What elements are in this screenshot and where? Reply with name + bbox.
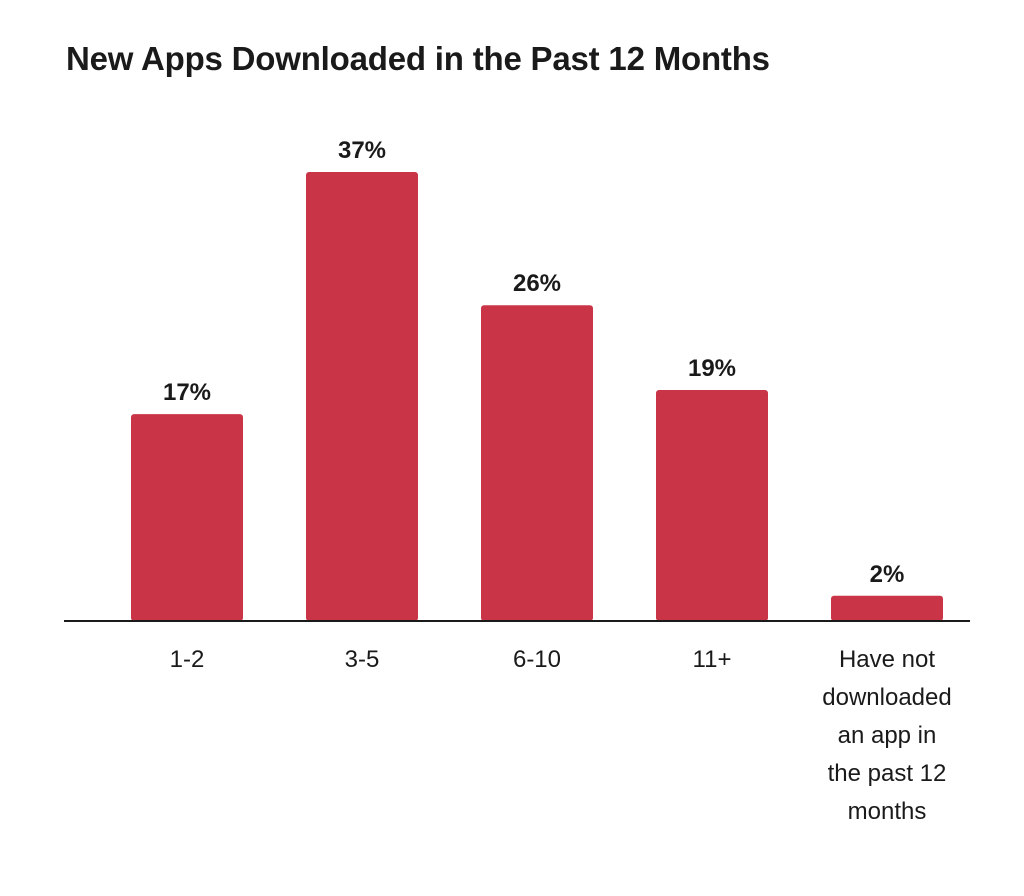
category-label-line: 3-5 (345, 646, 380, 673)
category-label-line: 11+ (693, 646, 732, 673)
category-label-line: months (848, 798, 927, 825)
category-label-4: 11+ (693, 646, 732, 673)
value-label-4: 19% (688, 355, 736, 382)
category-label-5: Have not downloaded an app in the past 12 mo… (822, 646, 951, 825)
value-label-5: 2% (870, 561, 905, 588)
category-label-line: 6-10 (513, 646, 561, 673)
bar-1 (131, 414, 243, 621)
category-labels-layer: 1-2 3-5 6-10 11+ Have not downloaded an app in… (170, 646, 952, 825)
bars-layer (131, 172, 943, 621)
bar-4 (656, 389, 768, 621)
category-label-3: 6-10 (513, 646, 561, 673)
category-label-line: the past 12 (828, 760, 947, 787)
value-label-2: 37% (338, 137, 386, 164)
category-label-line: 1-2 (170, 646, 205, 673)
value-labels-layer: 17% 37% 26% 19% 2% (163, 137, 904, 588)
chart-title: New Apps Downloaded in the Past 12 Month… (66, 40, 770, 77)
category-label-1: 1-2 (170, 646, 205, 673)
category-label-line: Have not (839, 646, 935, 673)
bar-5 (831, 595, 943, 621)
bar-3 (481, 305, 593, 621)
value-label-1: 17% (163, 379, 211, 406)
bar-2 (306, 172, 418, 621)
category-label-2: 3-5 (345, 646, 380, 673)
category-label-line: an app in (838, 722, 937, 749)
category-label-line: downloaded (822, 684, 951, 711)
value-label-3: 26% (513, 270, 561, 297)
